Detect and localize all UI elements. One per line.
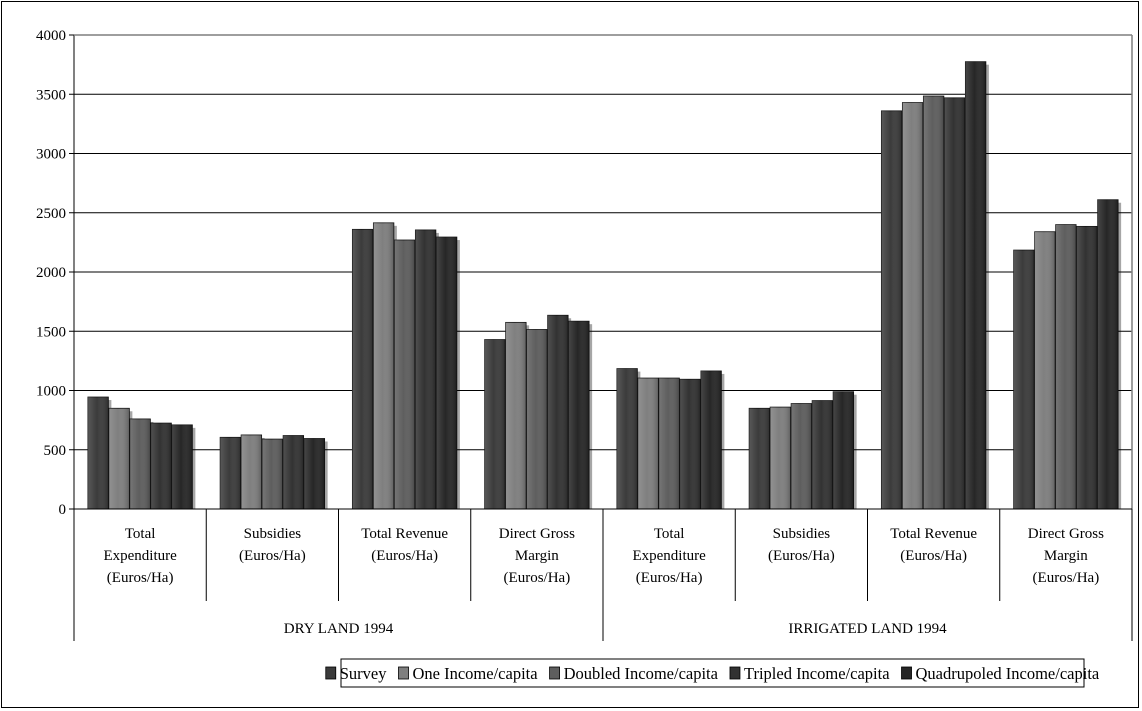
category-label: Total Revenue (Euros/Ha) [890, 526, 977, 564]
legend-swatch [325, 666, 337, 680]
category-label: Total Expenditure (Euros/Ha) [632, 526, 706, 586]
category-label: Total Revenue (Euros/Ha) [361, 526, 448, 564]
legend-swatch [549, 666, 560, 680]
category-label-line: Direct Gross [1028, 526, 1104, 542]
bar-shade [352, 229, 373, 509]
bar-shade [923, 96, 944, 509]
category-label: Direct Gross Margin (Euros/Ha) [499, 526, 575, 586]
y-tick-label: 3000 [36, 147, 66, 163]
bar-shade [262, 439, 283, 509]
bar-shade [484, 339, 506, 509]
y-tick-label: 1500 [36, 324, 66, 340]
bar-shade [415, 229, 436, 509]
bar-shade [881, 110, 902, 509]
bar-shade [902, 102, 923, 510]
legend-label: One Income/capita [413, 664, 539, 683]
category-label-line: Expenditure [632, 548, 706, 564]
legend-swatch [901, 666, 912, 680]
bar-shade [1076, 226, 1098, 509]
category-label-line: Margin [515, 548, 559, 564]
y-tick-label: 1000 [36, 384, 66, 400]
category-label-line: (Euros/Ha) [900, 548, 967, 564]
bar-shade [108, 408, 130, 509]
bar-shade [283, 435, 304, 509]
category-label-line: Total Revenue [361, 526, 448, 542]
category-label: Subsidies (Euros/Ha) [768, 526, 835, 564]
legend-swatch [729, 666, 741, 680]
bar-shade [791, 403, 812, 509]
bar-shade [526, 329, 548, 509]
bar-shade [770, 407, 791, 509]
category-label-line: Subsidies [244, 526, 302, 542]
legend-label: Survey [340, 664, 387, 683]
category-label-line: Total [654, 526, 685, 542]
bar-shade [616, 368, 638, 509]
category-label: Subsidies (Euros/Ha) [239, 526, 306, 564]
bar-shade [812, 400, 833, 509]
group-label: DRY LAND 1994 [284, 621, 394, 637]
category-label-line: Total Revenue [890, 526, 977, 542]
axes [69, 34, 1133, 641]
bar-shade [171, 424, 193, 509]
bar-shade [150, 423, 172, 509]
category-label: Total Expenditure (Euros/Ha) [103, 526, 177, 586]
bar-shade [220, 437, 241, 509]
y-tick-label: 0 [59, 502, 67, 518]
bar-shade [241, 434, 262, 509]
bar-shade [1055, 224, 1077, 509]
category-label-line: Subsidies [773, 526, 831, 542]
bar-shade [394, 240, 415, 509]
category-label-line: Expenditure [103, 548, 177, 564]
bar-shade [1097, 199, 1119, 509]
category-label-line: Direct Gross [499, 526, 575, 542]
category-labels: Total Expenditure (Euros/Ha) Subsidies (Euro… [103, 526, 1104, 586]
bar-shade [87, 397, 109, 509]
legend-label: Tripled Income/capita [744, 664, 890, 683]
category-label-line: (Euros/Ha) [107, 570, 174, 586]
bar-shade [658, 378, 680, 509]
bar-shade [679, 379, 701, 509]
legend-label: Quadrupoled Income/capita [916, 664, 1100, 683]
bar-shade [304, 438, 325, 509]
bar-shade [965, 61, 986, 509]
legend-swatch [398, 666, 409, 680]
category-label-line: (Euros/Ha) [504, 570, 571, 586]
y-tick-label: 2500 [36, 206, 66, 222]
bar-shade [505, 322, 527, 509]
bar-shade [637, 378, 659, 509]
bar-shade [568, 321, 590, 509]
legend: Survey One Income/capita Doubled Income/ca… [325, 658, 1100, 688]
y-tick-label: 2000 [36, 265, 66, 281]
category-label-line: (Euros/Ha) [239, 548, 306, 564]
category-label-line: Margin [1044, 548, 1088, 564]
bar-shade [436, 237, 457, 510]
legend-box [340, 658, 1085, 688]
y-tick-label: 500 [44, 443, 67, 459]
y-axis-tick-labels: 0 500 1000 1500 2000 2500 3000 3500 4000 [36, 28, 66, 518]
bar-shade [129, 418, 151, 509]
group-label: IRRIGATED LAND 1994 [788, 621, 947, 637]
bar-shade [547, 315, 569, 509]
bar-shade [944, 97, 965, 510]
category-label-line: (Euros/Ha) [371, 548, 438, 564]
bar-shade [833, 391, 854, 509]
category-label-line: (Euros/Ha) [636, 570, 703, 586]
bars [87, 61, 1122, 510]
bar-shade [1013, 250, 1035, 509]
category-label-line: (Euros/Ha) [768, 548, 835, 564]
bar-shade [749, 408, 770, 509]
category-label: Direct Gross Margin (Euros/Ha) [1028, 526, 1104, 586]
y-tick-label: 3500 [36, 87, 66, 103]
legend-label: Doubled Income/capita [564, 664, 719, 683]
bar-shade [1034, 231, 1056, 509]
category-label-line: (Euros/Ha) [1033, 570, 1100, 586]
bar-shade [373, 222, 394, 509]
y-tick-label: 4000 [36, 28, 66, 44]
category-label-line: Total [125, 526, 156, 542]
bar-shade [700, 370, 722, 509]
group-labels: DRY LAND 1994 IRRIGATED LAND 1994 [284, 621, 947, 637]
